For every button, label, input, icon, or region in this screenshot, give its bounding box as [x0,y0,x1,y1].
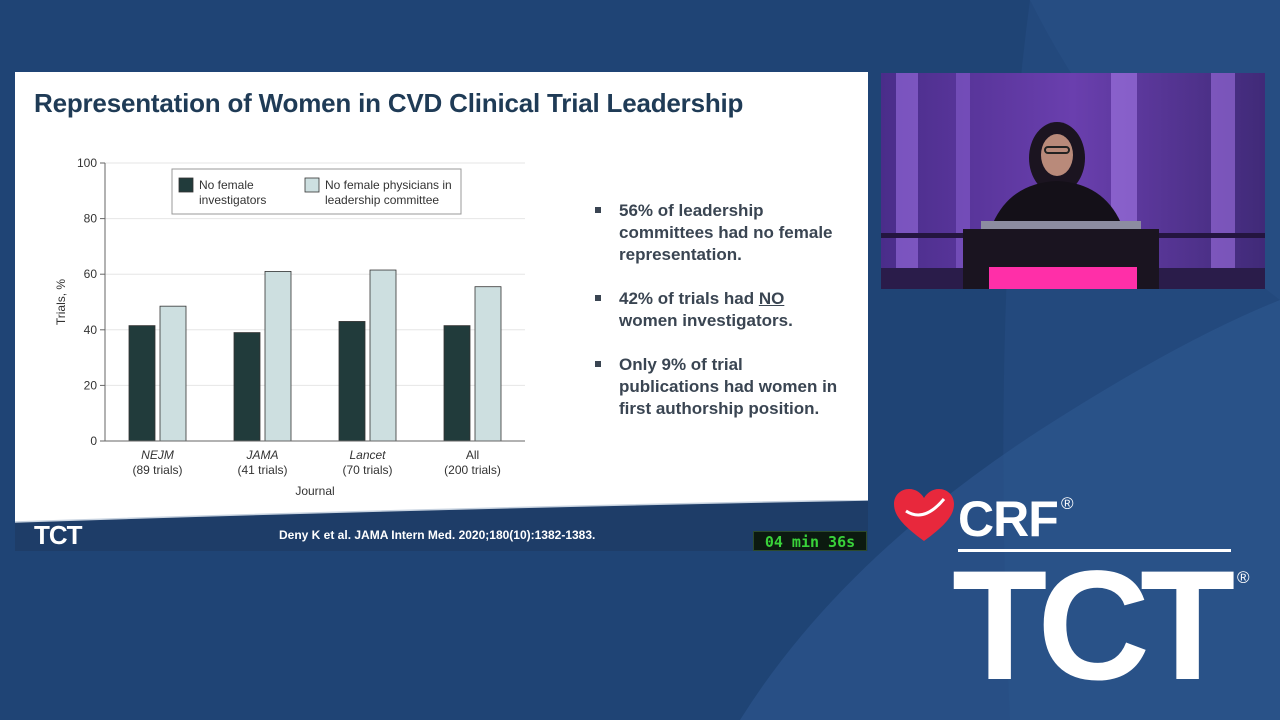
bar [264,271,292,442]
x-tick-sublabel: (89 trials) [132,463,182,477]
x-axis-label: Journal [295,484,334,498]
x-tick-label: JAMA [245,448,278,462]
bullet-list: 56% of leadership committees had no fema… [593,200,843,442]
x-tick-sublabel: (41 trials) [237,463,287,477]
y-tick-label: 0 [90,434,97,448]
legend-label: investigators [199,193,266,207]
bar [338,321,366,442]
x-tick-sublabel: (200 trials) [444,463,501,477]
bar [159,305,187,442]
y-tick-label: 40 [84,323,98,337]
legend-swatch [178,177,194,193]
heart-icon [894,489,954,541]
speaker-video-scene [881,73,1265,289]
footer-tct-logo: TCT [34,520,83,550]
y-axis-label: Trials, % [54,279,68,326]
bar [443,325,471,442]
x-tick-label: Lancet [349,448,386,462]
bar [474,286,502,442]
x-tick-label: NEJM [141,448,174,462]
y-tick-label: 80 [84,212,98,226]
slide-footer-band [15,500,868,551]
brand-divider [958,549,1231,552]
footer-crf-logo: CRF® [23,508,51,519]
bullet-item: 42% of trials had NO women investigators… [593,288,843,332]
speaker-video [881,73,1265,289]
brand-crf-registered: ® [1061,494,1074,513]
legend-label: No female physicians in [325,178,452,192]
legend-label: leadership committee [325,193,439,207]
bar [233,332,261,442]
chart-svg: 0 20 40 60 80 100 NEJM(89 trials) JAMA(41 tria… [54,156,525,498]
brand-crf-text: CRF [958,491,1059,547]
brand-tct-text: TCT [952,539,1235,713]
y-tick-label: 20 [84,378,98,392]
x-tick-sublabel: (70 trials) [342,463,392,477]
brand-tct-registered: ® [1237,568,1250,587]
bar-chart: 0 20 40 60 80 100 NEJM (89 trials) JAMA (41 tria… [15,72,868,551]
x-tick-label: All [466,448,479,462]
bullet-item: 56% of leadership committees had no fema… [593,200,843,266]
citation: Deny K et al. JAMA Intern Med. 2020;180(… [279,528,596,542]
legend-swatch [304,177,320,193]
y-tick-label: 100 [77,156,97,170]
countdown-timer: 04 min 36s [753,531,867,551]
bar [128,325,156,442]
y-tick-label: 60 [84,267,98,281]
bar [369,269,397,442]
presentation-slide: Representation of Women in CVD Clinical … [15,72,868,551]
bullet-item: Only 9% of trial publications had women … [593,354,843,420]
slide-title: Representation of Women in CVD Clinical … [34,88,744,118]
legend-label: No female [199,178,254,192]
